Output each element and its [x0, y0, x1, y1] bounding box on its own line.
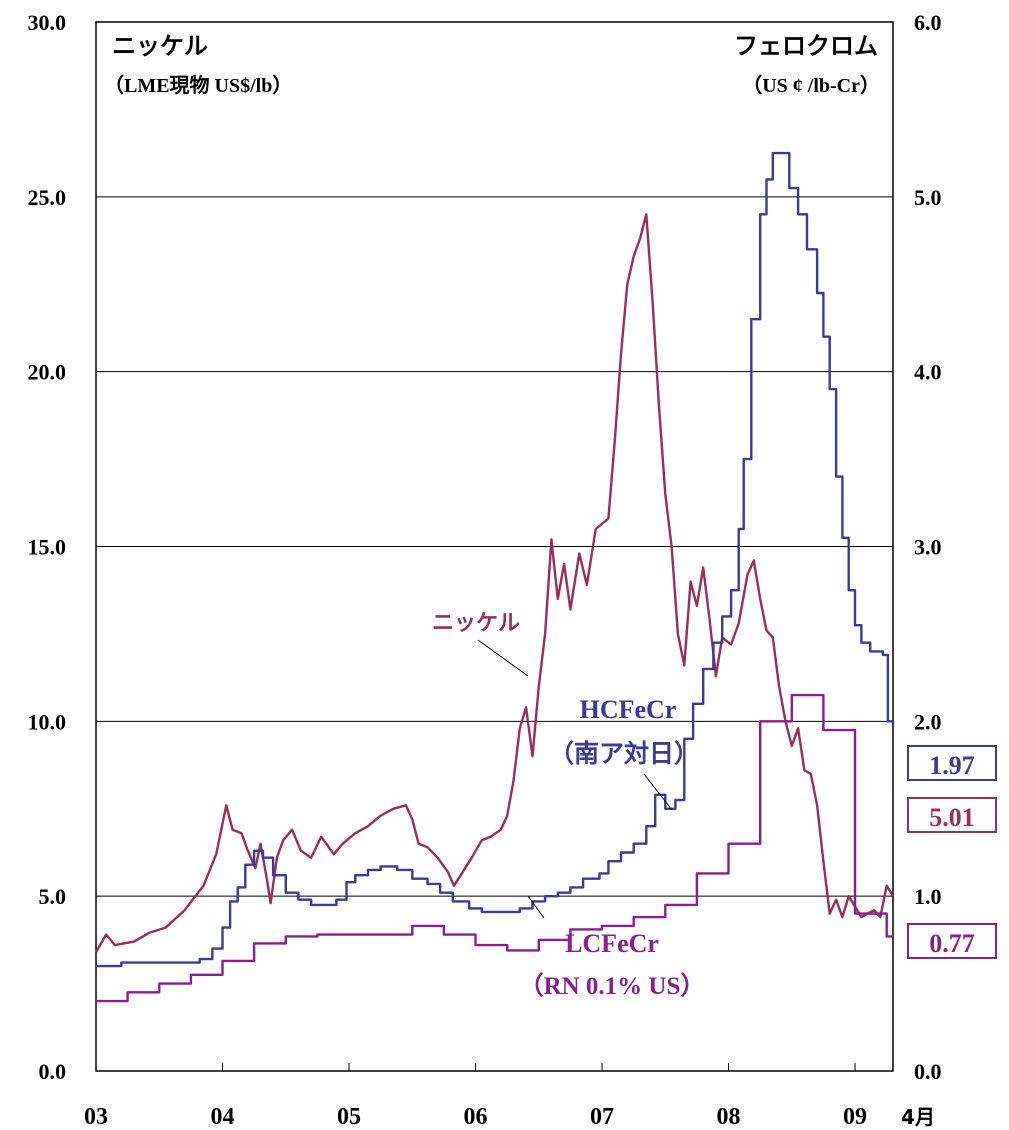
left-tick-label: 5.0	[39, 884, 67, 909]
left-tick-label: 20.0	[28, 360, 67, 385]
lcfecr-annotation-sub: （RN 0.1% US）	[519, 971, 706, 1000]
left-tick-label: 30.0	[28, 10, 67, 35]
right-tick-label: 5.0	[914, 185, 942, 210]
right-tick-label: 2.0	[914, 709, 942, 734]
series-lines	[94, 151, 895, 1003]
nickel-series-line	[94, 213, 895, 953]
plot-frame	[95, 21, 894, 1072]
hcfecr-annotation: HCFeCr	[580, 695, 677, 724]
x-tick-label: 09	[843, 1104, 867, 1130]
right-tick-label: 1.0	[914, 884, 942, 909]
x-axis-ticks: 03 04 05 06 07 08 09	[84, 1063, 867, 1130]
lcfecr-annotation: LCFeCr	[565, 929, 659, 958]
right-tick-label: 6.0	[914, 10, 942, 35]
nickel-annotation: ニッケル	[432, 611, 520, 636]
right-tick-label: 3.0	[914, 535, 942, 560]
right-tick-label: 0.0	[914, 1059, 942, 1084]
right-axis-ticks: 0.0 1.0 2.0 3.0 4.0 5.0 6.0	[914, 10, 942, 1084]
nickel-end-value: 5.01	[929, 803, 975, 832]
left-tick-label: 10.0	[28, 709, 67, 734]
x-tick-label: 03	[84, 1104, 108, 1130]
x-tick-label: 07	[590, 1104, 614, 1130]
left-axis-title: ニッケル	[112, 32, 208, 60]
left-tick-label: 15.0	[28, 535, 67, 560]
lcfecr-end-value: 0.77	[929, 929, 975, 958]
x-tick-label: 04	[211, 1104, 235, 1130]
hcfecr-end-value-box: 1.97	[907, 745, 997, 781]
nickel-end-value-box: 5.01	[907, 797, 997, 833]
lcfecr-leader-line	[527, 895, 545, 919]
left-tick-label: 25.0	[28, 185, 67, 210]
left-tick-label: 0.0	[39, 1059, 67, 1084]
hcfecr-annotation-sub: （南ア対日）	[549, 739, 699, 768]
hcfecr-end-value: 1.97	[929, 751, 975, 780]
hcfecr-series-line	[96, 151, 895, 968]
right-axis-subtitle: （US ¢ /lb-Cr）	[742, 74, 880, 97]
x-tick-label: 05	[337, 1104, 361, 1130]
hcfecr-leader-line	[643, 773, 673, 811]
grid-lines	[96, 196, 893, 897]
x-tick-label: 06	[464, 1104, 488, 1130]
lcfecr-end-value-box: 0.77	[907, 923, 997, 959]
right-axis-title: フェロクロム	[734, 32, 878, 60]
lcfecr-series-line	[96, 693, 893, 1003]
nickel-leader-line	[477, 639, 529, 677]
left-axis-ticks: 0.0 5.0 10.0 15.0 20.0 25.0 30.0	[28, 10, 67, 1084]
x-tick-label: 08	[717, 1104, 741, 1130]
right-tick-label: 4.0	[914, 360, 942, 385]
x-axis-end-label: 4月	[901, 1105, 935, 1129]
left-axis-subtitle: （LME現物 US$/lb）	[104, 73, 292, 97]
